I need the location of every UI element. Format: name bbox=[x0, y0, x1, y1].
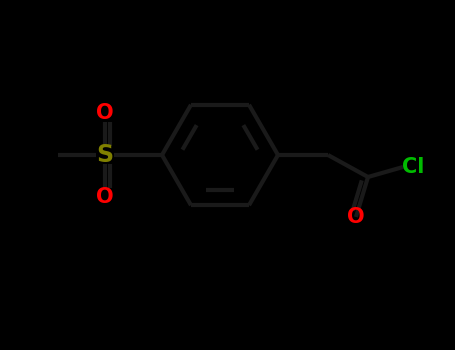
Text: O: O bbox=[96, 187, 114, 207]
Text: O: O bbox=[96, 103, 114, 123]
Text: O: O bbox=[347, 207, 365, 227]
Text: Cl: Cl bbox=[402, 157, 424, 177]
Text: S: S bbox=[96, 143, 114, 167]
